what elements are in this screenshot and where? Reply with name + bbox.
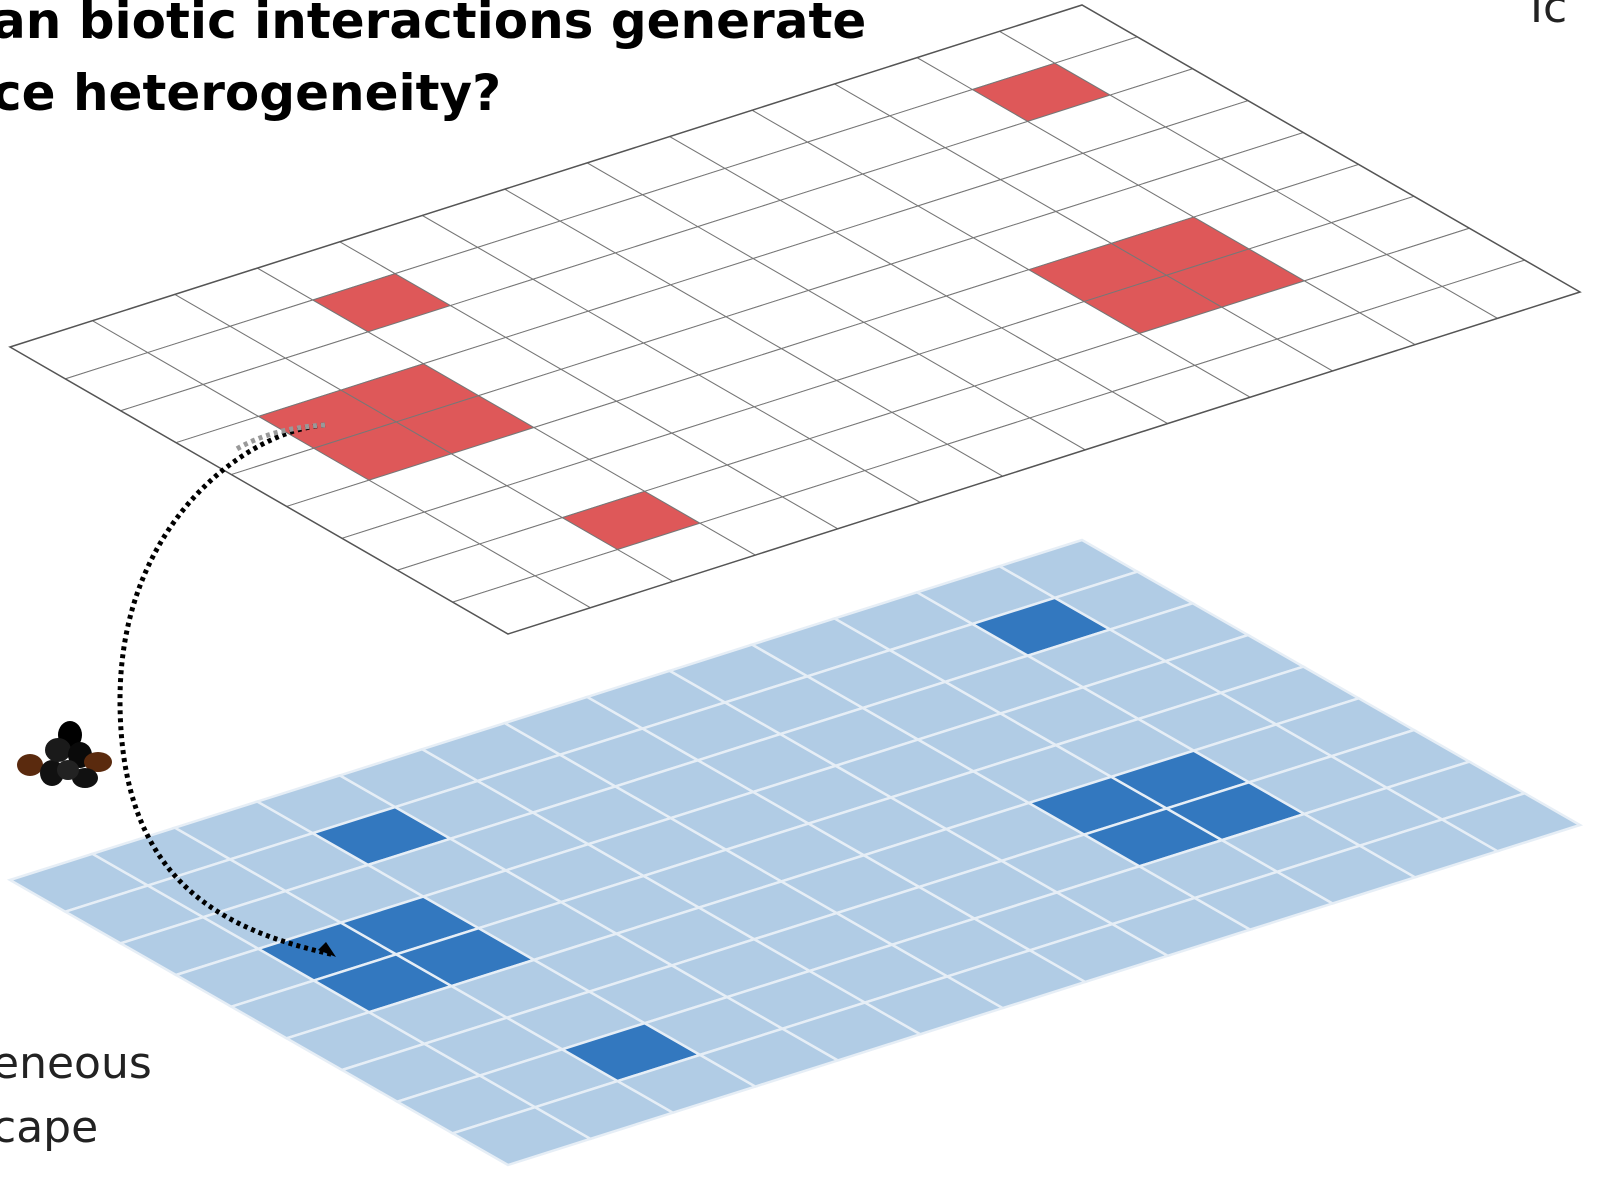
seeds <box>17 721 112 788</box>
dispersal-arrow <box>117 422 336 958</box>
dispersal-arrow-start <box>233 422 326 453</box>
title-line: an biotic interactions generate <box>0 0 866 50</box>
corner-text: Ic <box>1530 0 1567 33</box>
arrow-head <box>318 942 336 957</box>
lower-label-line: eneous <box>0 1038 152 1089</box>
grid-outline <box>8 4 1582 635</box>
lower-label-line: cape <box>0 1102 98 1153</box>
grids <box>6 4 1584 1167</box>
cell <box>1439 791 1584 853</box>
title-line: ce heterogeneity? <box>0 64 501 122</box>
